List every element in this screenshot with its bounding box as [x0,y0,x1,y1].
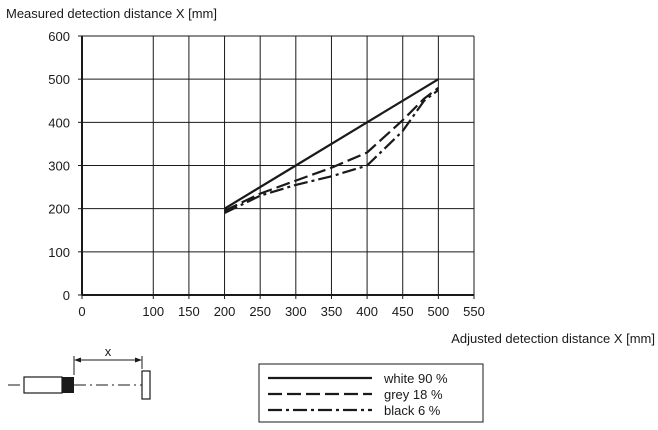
series-line [224,86,440,212]
legend-label: grey 18 % [384,387,443,402]
sensor-body [23,376,63,394]
x-tick-label: 500 [428,304,450,319]
grid [82,35,475,295]
axes [78,35,475,299]
x-tick-label: 250 [249,304,271,319]
x-tick-label: 350 [321,304,343,319]
x-tick-label: 450 [392,304,414,319]
series-line [224,89,440,214]
y-axis-title: Measured detection distance X [mm] [6,6,217,21]
x-tick-label: 200 [214,304,236,319]
x-tick-label: 550 [463,304,485,319]
y-tick-label: 600 [48,29,70,44]
x-tick-label: 100 [142,304,164,319]
x-tick-label: 400 [356,304,378,319]
dimension-arrow-left [74,357,81,363]
series-line [223,78,439,210]
sensor-diagram: x [8,344,151,400]
x-tick-label: 300 [285,304,307,319]
x-axis-title: Adjusted detection distance X [mm] [451,331,655,346]
series-lines [223,78,440,214]
y-tick-label: 200 [48,202,70,217]
y-tick-label: 500 [48,72,70,87]
sensor-lens [62,377,74,393]
legend-label: black 6 % [384,403,441,418]
legend: white 90 %grey 18 %black 6 % [258,363,484,423]
y-tick-label: 400 [48,115,70,130]
dimension-label: x [105,344,112,359]
x-tick-label: 150 [178,304,200,319]
y-tick-label: 0 [63,288,70,303]
y-tick-label: 300 [48,159,70,174]
y-tick-label: 100 [48,245,70,260]
legend-label: white 90 % [383,371,448,386]
y-tick-labels: 0 100 200 300 400 500 600 [48,29,70,303]
dimension-arrow-right [135,357,142,363]
x-tick-label: 0 [78,304,85,319]
target-object [141,370,151,400]
x-tick-labels: 0 100 150 200 250 300 350 400 450 500 550 [78,304,484,319]
